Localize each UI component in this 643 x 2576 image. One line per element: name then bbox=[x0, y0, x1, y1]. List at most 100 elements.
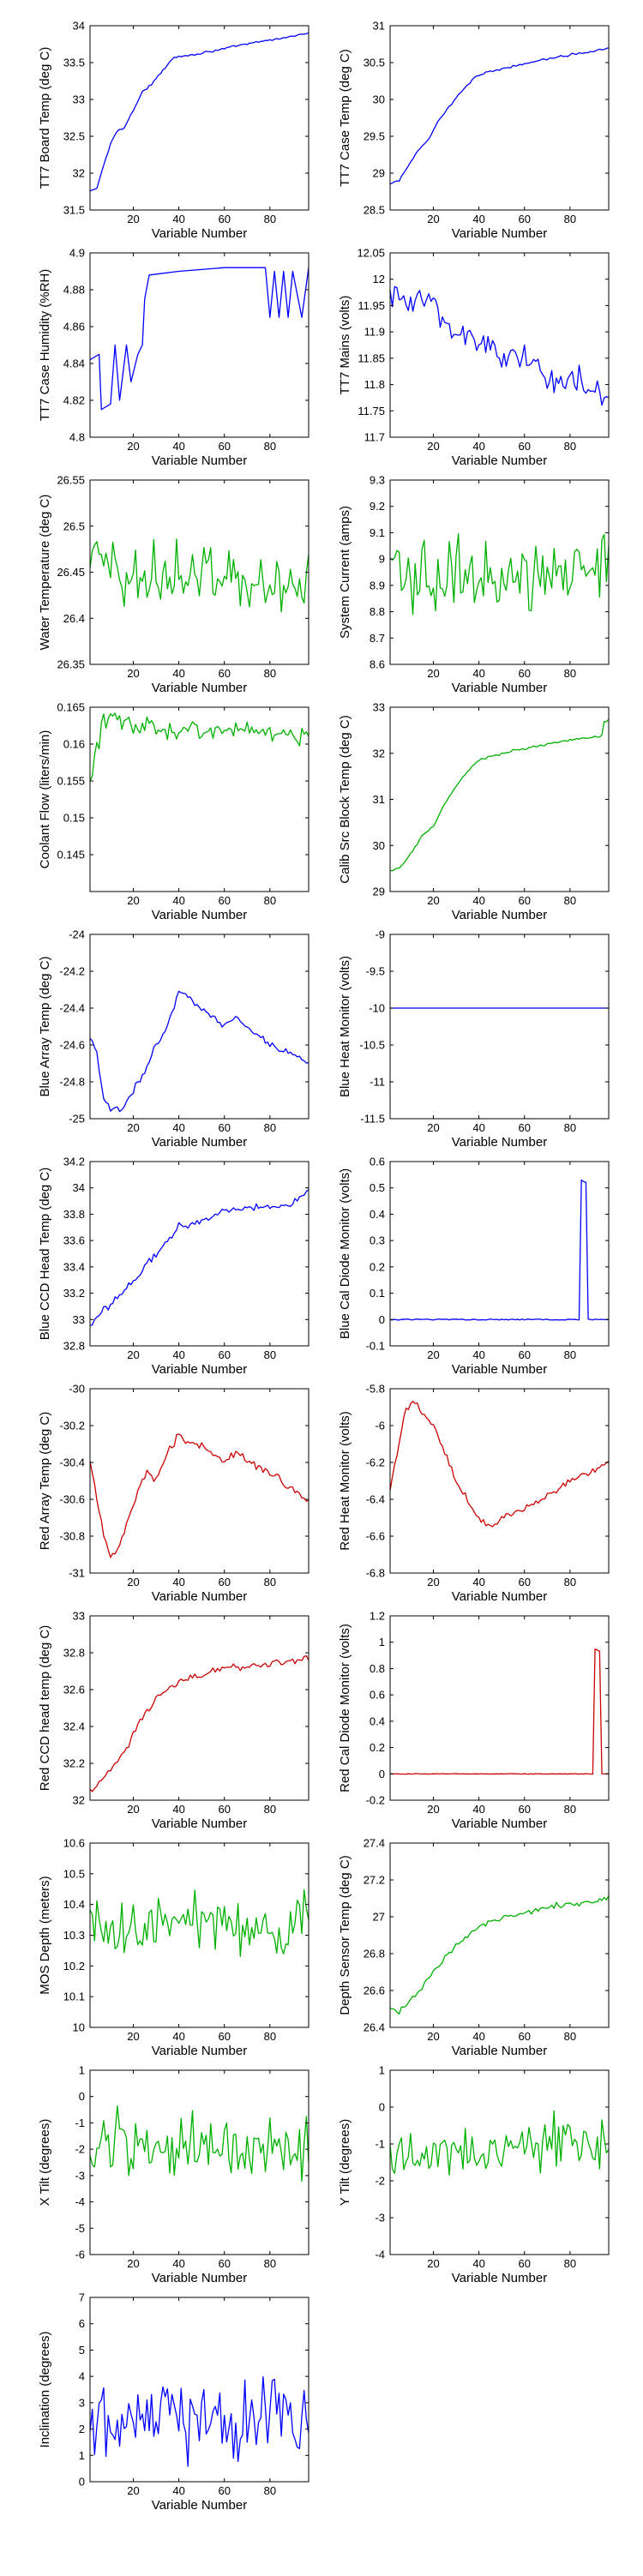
x-tick-label: 20 bbox=[427, 1576, 439, 1588]
y-tick-label: 31 bbox=[373, 20, 385, 33]
x-axis-label: Variable Number bbox=[452, 2044, 547, 2058]
y-tick-label: 10.1 bbox=[63, 1991, 85, 2003]
y-tick-label: 0 bbox=[79, 2476, 85, 2489]
x-tick-label: 20 bbox=[427, 1121, 439, 1134]
chart-panel: 20 40 60 80 4.8 4.82 4.84 4.86 4.88 4.9 Variable N… bbox=[38, 247, 309, 468]
y-tick-label: 10.6 bbox=[63, 1837, 85, 1850]
x-tick-label: 60 bbox=[218, 213, 230, 225]
y-tick-label: 12 bbox=[373, 273, 385, 285]
series-line bbox=[90, 267, 309, 411]
y-tick-label: -4 bbox=[375, 2249, 385, 2261]
x-tick-label: 60 bbox=[518, 2257, 530, 2270]
y-tick-label: 4.88 bbox=[63, 284, 85, 297]
y-tick-label: -3 bbox=[75, 2169, 85, 2182]
y-tick-label: 32.6 bbox=[63, 1684, 85, 1696]
y-tick-label: 34 bbox=[73, 1181, 85, 1194]
plot-frame bbox=[389, 2069, 610, 2255]
y-tick-label: 0.165 bbox=[57, 701, 85, 714]
x-axis-label: Variable Number bbox=[152, 2044, 247, 2058]
x-tick-label: 60 bbox=[218, 1576, 230, 1588]
y-axis-label: System Current (amps) bbox=[338, 506, 352, 639]
y-tick-label: 11.7 bbox=[364, 431, 385, 444]
x-tick-label: 40 bbox=[472, 1121, 484, 1134]
y-tick-label: -1 bbox=[375, 2138, 385, 2151]
plot-frame bbox=[389, 252, 610, 438]
y-tick-label: 31 bbox=[373, 793, 385, 806]
y-tick-label: -4 bbox=[75, 2195, 85, 2208]
x-tick-label: 80 bbox=[264, 213, 276, 225]
series-line bbox=[90, 2105, 309, 2183]
y-tick-label: 26.8 bbox=[364, 1948, 385, 1961]
chart-panel: 20 40 60 80 32.8 33 33.2 33.4 33.6 33.8 34 34.2 Vari… bbox=[38, 1156, 309, 1377]
y-axis-label: TT7 Case Humidity (%RH) bbox=[38, 269, 52, 422]
y-tick-label: 0 bbox=[379, 1768, 385, 1780]
x-tick-label: 80 bbox=[264, 894, 276, 907]
y-tick-label: 4.86 bbox=[63, 321, 85, 333]
x-axis-label: Variable Number bbox=[152, 2271, 247, 2285]
y-tick-label: 33.4 bbox=[63, 1260, 85, 1273]
x-tick-label: 80 bbox=[264, 1803, 276, 1816]
x-axis-label: Variable Number bbox=[452, 1816, 547, 1831]
chart-panel: 20 40 60 80 -11.5 -11 -10.5 -10 -9.5 -9 Variable N… bbox=[338, 928, 610, 1150]
x-tick-label: 40 bbox=[472, 2030, 484, 2043]
y-tick-label: 29 bbox=[373, 167, 385, 180]
series-line bbox=[390, 285, 609, 406]
x-tick-label: 60 bbox=[218, 2484, 230, 2497]
y-tick-label: 0.8 bbox=[370, 1662, 385, 1675]
chart-panel: 20 40 60 80 26.35 26.4 26.45 26.5 26.55 Variable … bbox=[38, 474, 309, 695]
x-tick-label: 40 bbox=[172, 894, 184, 907]
x-tick-label: 60 bbox=[218, 1121, 230, 1134]
y-tick-label: 4.9 bbox=[69, 247, 85, 260]
series-line bbox=[90, 1654, 309, 1792]
y-axis-label: Blue Array Temp (deg C) bbox=[38, 957, 52, 1097]
y-axis-label: TT7 Mains (volts) bbox=[338, 296, 352, 395]
y-tick-label: 27.2 bbox=[364, 1874, 385, 1887]
x-tick-label: 20 bbox=[127, 667, 139, 680]
x-tick-label: 20 bbox=[427, 213, 439, 225]
y-tick-label: 0.5 bbox=[370, 1181, 385, 1194]
x-tick-label: 80 bbox=[264, 2484, 276, 2497]
chart-panel: 20 40 60 80 11.7 11.75 11.8 11.85 11.9 11.95 12 12.… bbox=[338, 247, 610, 468]
y-axis-label: Blue Cal Diode Monitor (volts) bbox=[338, 1168, 352, 1339]
y-tick-label: 8.9 bbox=[370, 579, 385, 591]
y-tick-label: 0.6 bbox=[370, 1156, 385, 1168]
y-tick-label: 0 bbox=[79, 2090, 85, 2103]
plot-frame bbox=[89, 2069, 309, 2255]
y-tick-label: 34 bbox=[73, 20, 85, 33]
y-tick-label: 1 bbox=[79, 2449, 85, 2462]
y-tick-label: -24.2 bbox=[59, 965, 85, 978]
y-tick-label: -5 bbox=[75, 2222, 85, 2235]
plot-frame bbox=[389, 25, 610, 211]
series-line bbox=[390, 1895, 609, 2015]
series-line bbox=[390, 1648, 609, 1775]
series-line bbox=[390, 1179, 609, 1321]
y-tick-label: -6 bbox=[75, 2249, 85, 2261]
x-tick-label: 60 bbox=[218, 2257, 230, 2270]
x-tick-label: 80 bbox=[564, 894, 576, 907]
y-tick-label: 0.1 bbox=[370, 1287, 385, 1300]
y-tick-label: -30.2 bbox=[59, 1420, 85, 1432]
y-tick-label: 26.45 bbox=[57, 566, 85, 579]
plot-frame bbox=[389, 1615, 610, 1801]
y-tick-label: 11.85 bbox=[358, 351, 385, 364]
y-axis-label: Depth Sensor Temp (deg C) bbox=[338, 1855, 352, 2015]
chart-panel: 20 40 60 80 -25 -24.8 -24.6 -24.4 -24.2 -24 Variab… bbox=[38, 928, 309, 1150]
y-tick-label: 8.6 bbox=[370, 658, 385, 671]
x-tick-label: 20 bbox=[127, 2257, 139, 2270]
y-tick-label: 1 bbox=[79, 2064, 85, 2077]
x-tick-label: 80 bbox=[264, 1576, 276, 1588]
y-tick-label: 31.5 bbox=[63, 204, 85, 217]
y-tick-label: 33 bbox=[73, 1610, 85, 1623]
y-tick-label: 0.3 bbox=[370, 1234, 385, 1247]
x-axis-label: Variable Number bbox=[152, 453, 247, 468]
y-axis-label: X Tilt (degrees) bbox=[38, 2119, 52, 2207]
x-tick-label: 20 bbox=[427, 1803, 439, 1816]
y-tick-label: 2 bbox=[79, 2423, 85, 2435]
y-tick-label: 7 bbox=[79, 2291, 85, 2304]
y-tick-label: -0.1 bbox=[366, 1340, 385, 1353]
x-tick-label: 20 bbox=[127, 1803, 139, 1816]
y-tick-label: 11.75 bbox=[358, 405, 385, 417]
x-tick-label: 80 bbox=[564, 2030, 576, 2043]
y-axis-label: TT7 Case Temp (deg C) bbox=[338, 49, 352, 187]
